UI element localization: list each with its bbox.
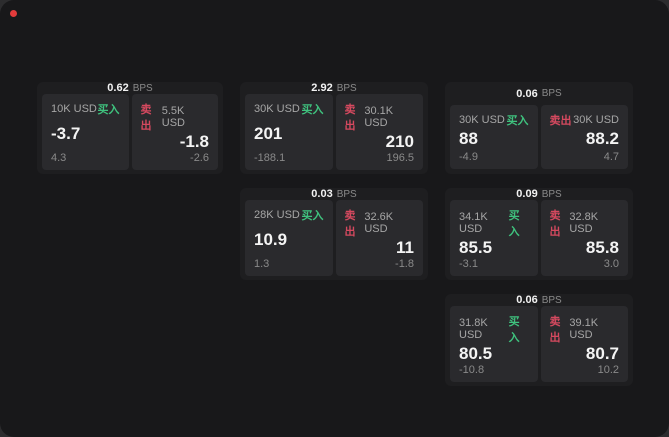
card-body: 34.1K USD 买入 85.5 -3.1 卖出 32.8K USD 85.8…: [445, 200, 633, 280]
bps-unit-label: BPS: [336, 82, 357, 94]
sell-size: 30.1K USD: [364, 105, 394, 129]
bps-value: 0.03: [311, 188, 333, 200]
quote-card-grid: 0.62 BPS 10K USD 买入 -3.7 4.3 卖出 5.5K USD: [37, 82, 633, 386]
bps-value: 0.62: [107, 82, 129, 94]
sell-label: 卖出: [549, 115, 572, 127]
sell-delta: -2.6: [190, 151, 209, 164]
buy-size: 30K USD: [459, 114, 505, 126]
buy-price: 80.5: [459, 344, 493, 363]
sell-price: -1.8: [179, 132, 209, 151]
buy-label: 买入: [508, 316, 520, 344]
buy-label: 买入: [508, 210, 520, 238]
buy-delta: -10.8: [459, 363, 485, 376]
bps-value: 0.06: [516, 87, 538, 100]
buy-price: 88: [459, 129, 478, 149]
sell-label: 卖出: [344, 104, 356, 132]
card-body: 30K USD 买入 88 -4.9 卖出 30K USD 88.2 4.7: [445, 105, 633, 174]
sell-size: 32.8K USD: [569, 211, 599, 235]
buy-panel[interactable]: 31.8K USD 买入 80.5 -10.8: [450, 306, 538, 382]
sell-delta: 196.5: [386, 151, 414, 164]
buy-panel[interactable]: 30K USD 买入 88 -4.9: [450, 105, 538, 169]
sell-delta: 4.7: [603, 151, 619, 163]
buy-delta: -4.9: [459, 151, 478, 163]
sell-size: 30K USD: [573, 114, 619, 126]
quote-card-5: 0.09 BPS 34.1K USD 买入 85.5 -3.1 卖出 32.8K…: [445, 188, 633, 280]
buy-delta: -3.1: [459, 257, 478, 270]
buy-delta: 4.3: [51, 151, 67, 164]
buy-size: 31.8K USD: [459, 317, 488, 341]
sell-label: 卖出: [344, 210, 356, 238]
card-body: 10K USD 买入 -3.7 4.3 卖出 5.5K USD -1.8 -2.…: [37, 94, 223, 174]
bps-unit-label: BPS: [336, 188, 357, 200]
buy-size: 30K USD: [254, 103, 300, 115]
sell-panel[interactable]: 卖出 32.8K USD 85.8 3.0: [540, 200, 628, 276]
bps-unit-label: BPS: [132, 82, 153, 94]
buy-panel[interactable]: 28K USD 买入 10.9 1.3: [245, 200, 333, 276]
record-indicator-dot: [10, 10, 17, 17]
card-header: 2.92 BPS: [240, 82, 428, 94]
buy-price: -3.7: [51, 124, 81, 143]
sell-label: 卖出: [549, 210, 561, 238]
buy-panel[interactable]: 34.1K USD 买入 85.5 -3.1: [450, 200, 538, 276]
bps-value: 0.09: [516, 188, 538, 200]
buy-delta: -188.1: [254, 151, 286, 164]
sell-price: 210: [385, 132, 414, 151]
buy-delta: 1.3: [254, 257, 270, 270]
buy-label: 买入: [301, 210, 324, 222]
bps-value: 0.06: [516, 294, 538, 306]
sell-delta: 10.2: [597, 363, 619, 376]
bps-value: 2.92: [311, 82, 333, 94]
sell-price: 85.8: [585, 238, 619, 257]
sell-price: 11: [396, 238, 414, 257]
sell-panel[interactable]: 卖出 39.1K USD 80.7 10.2: [540, 306, 628, 382]
bps-unit-label: BPS: [541, 294, 562, 306]
buy-price: 201: [254, 124, 283, 143]
quote-card-2: 2.92 BPS 30K USD 买入 201 -188.1 卖出 30.1K …: [240, 82, 428, 174]
card-header: 0.09 BPS: [445, 188, 633, 200]
card-header: 0.06 BPS: [445, 82, 633, 105]
quote-card-6: 0.06 BPS 31.8K USD 买入 80.5 -10.8 卖出 39.1…: [445, 294, 633, 386]
sell-panel[interactable]: 卖出 30.1K USD 210 196.5: [335, 94, 423, 170]
card-body: 28K USD 买入 10.9 1.3 卖出 32.6K USD 11 -1.8: [240, 200, 428, 280]
card-header: 0.62 BPS: [37, 82, 223, 94]
sell-size: 5.5K USD: [161, 105, 185, 129]
sell-size: 39.1K USD: [569, 317, 599, 341]
card-header: 0.06 BPS: [445, 294, 633, 306]
buy-label: 买入: [301, 104, 324, 116]
card-body: 31.8K USD 买入 80.5 -10.8 卖出 39.1K USD 80.…: [445, 306, 633, 386]
quote-card-4: 0.03 BPS 28K USD 买入 10.9 1.3 卖出 32.6K US…: [240, 188, 428, 280]
card-body: 30K USD 买入 201 -188.1 卖出 30.1K USD 210 1…: [240, 94, 428, 174]
sell-label: 卖出: [140, 104, 152, 132]
buy-panel[interactable]: 10K USD 买入 -3.7 4.3: [42, 94, 129, 170]
sell-panel[interactable]: 卖出 32.6K USD 11 -1.8: [335, 200, 423, 276]
card-header: 0.03 BPS: [240, 188, 428, 200]
buy-panel[interactable]: 30K USD 买入 201 -188.1: [245, 94, 333, 170]
sell-delta: -1.8: [395, 257, 414, 270]
buy-size: 34.1K USD: [459, 211, 488, 235]
sell-panel[interactable]: 卖出 30K USD 88.2 4.7: [540, 105, 628, 169]
bps-unit-label: BPS: [541, 88, 562, 99]
quote-card-1: 0.62 BPS 10K USD 买入 -3.7 4.3 卖出 5.5K USD: [37, 82, 223, 174]
bps-unit-label: BPS: [541, 188, 562, 200]
sell-price: 80.7: [585, 344, 619, 363]
buy-price: 85.5: [459, 238, 493, 257]
buy-size: 28K USD: [254, 209, 300, 221]
buy-label: 买入: [506, 115, 529, 127]
buy-size: 10K USD: [51, 103, 97, 115]
sell-size: 32.6K USD: [364, 211, 394, 235]
sell-delta: 3.0: [603, 257, 619, 270]
quote-card-3: 0.06 BPS 30K USD 买入 88 -4.9 卖出 30K USD: [445, 82, 633, 174]
sell-price: 88.2: [585, 129, 619, 149]
sell-label: 卖出: [549, 316, 561, 344]
buy-price: 10.9: [254, 230, 288, 249]
buy-label: 买入: [97, 104, 120, 116]
sell-panel[interactable]: 卖出 5.5K USD -1.8 -2.6: [131, 94, 218, 170]
